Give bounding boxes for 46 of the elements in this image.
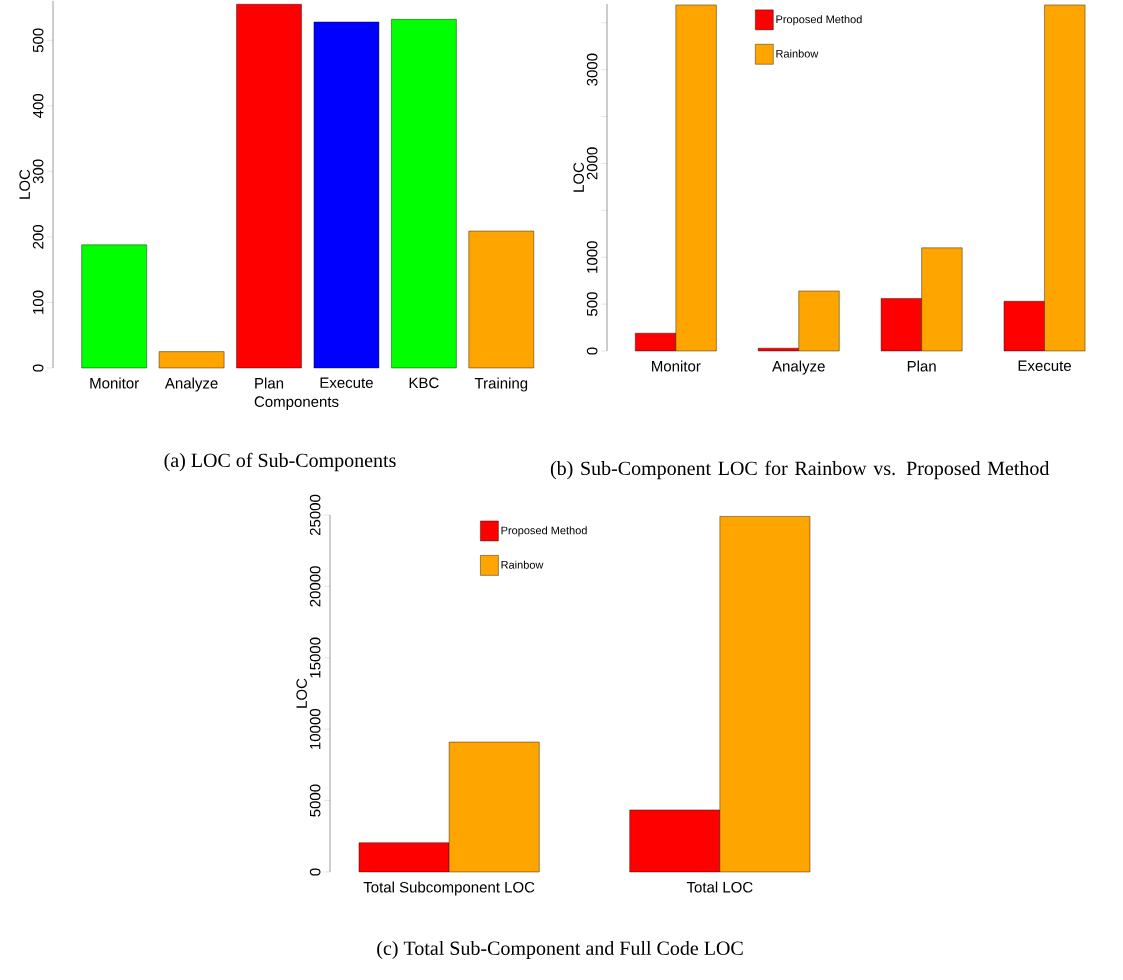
y-tick-label: 3000 bbox=[586, 53, 598, 86]
x-tick-label: Monitor bbox=[90, 377, 139, 389]
y-tick-label: 10000 bbox=[309, 708, 321, 749]
y-tick-label: 500 bbox=[586, 292, 598, 317]
x-tick-label: Total LOC bbox=[686, 881, 753, 893]
x-tick-label: Analyze bbox=[164, 377, 218, 392]
bar bbox=[468, 230, 535, 369]
y-tick-label: 2000 bbox=[586, 147, 598, 180]
x-tick-label: Total Subcomponent LOC bbox=[363, 881, 535, 896]
y-axis-title: LOC bbox=[296, 678, 307, 708]
legend-label: Rainbow bbox=[501, 560, 544, 569]
legend-label: Rainbow bbox=[776, 49, 819, 58]
x-tick-label: Training bbox=[474, 377, 528, 392]
bar bbox=[236, 4, 302, 369]
y-tick-label: 20000 bbox=[309, 566, 321, 607]
legend-label: Proposed Method bbox=[776, 15, 862, 26]
text: (b) Sub-Component LOC for Rainbow vs. Proposed Method bbox=[550, 460, 1050, 480]
x-axis-title: Components bbox=[254, 396, 339, 410]
bar bbox=[391, 19, 457, 369]
x-tick-label: Monitor bbox=[652, 360, 701, 372]
x-tick-label: Execute bbox=[320, 377, 373, 388]
text: (c) Total Sub-Component and Full Code LOC bbox=[377, 940, 743, 960]
y-tick-label: 0 bbox=[309, 868, 321, 876]
y-tick-label: 0 bbox=[586, 347, 598, 355]
bar bbox=[81, 244, 147, 369]
y-tick-label: 25000 bbox=[309, 494, 321, 536]
y-tick-label: 400 bbox=[32, 93, 44, 119]
bar bbox=[313, 21, 380, 369]
x-tick-label: KBC bbox=[409, 377, 439, 389]
y-axis-title: LOC bbox=[573, 162, 584, 192]
x-tick-label: Analyze bbox=[772, 360, 825, 375]
y-tick-label: 15000 bbox=[309, 637, 321, 678]
x-tick-label: Execute bbox=[1018, 360, 1071, 371]
text: (a) LOC of Sub-Components bbox=[164, 452, 396, 472]
bar bbox=[158, 351, 225, 369]
y-tick-label: 5000 bbox=[309, 784, 321, 817]
y-tick-label: 300 bbox=[32, 159, 44, 184]
y-tick-label: 100 bbox=[32, 290, 44, 314]
x-tick-label: Plan bbox=[907, 360, 936, 372]
x-tick-label: Plan bbox=[255, 377, 284, 389]
legend-label: Proposed Method bbox=[501, 526, 587, 537]
y-tick-label: 1000 bbox=[586, 241, 598, 273]
y-tick-label: 200 bbox=[32, 225, 44, 249]
y-tick-label: 0 bbox=[32, 364, 44, 372]
y-tick-label: 500 bbox=[32, 28, 44, 53]
y-axis-title: LOC bbox=[19, 169, 30, 199]
